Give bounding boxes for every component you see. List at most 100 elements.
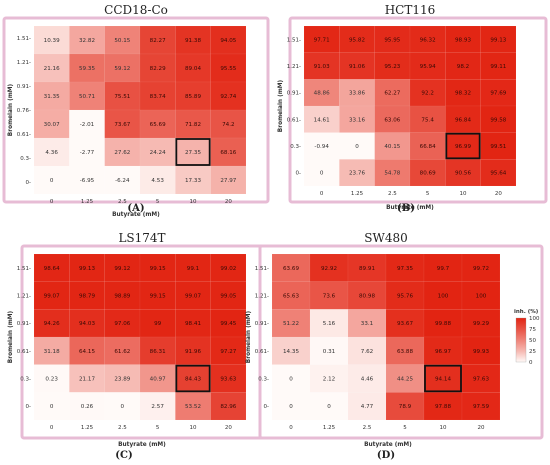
cell-value-label: 100 (476, 294, 487, 300)
cell-value-label: 14.61 (314, 117, 330, 123)
x-tick-label: 5 (426, 191, 430, 197)
heatmap-cell (423, 392, 463, 421)
cell-value-label: 98.41 (185, 321, 201, 327)
heatmap-cell (303, 159, 340, 187)
legend-tick-label: 25 (529, 349, 536, 355)
heatmap-cell (139, 53, 176, 83)
heatmap-cell (33, 137, 70, 167)
y-axis-label: Bromelain (mM) (8, 83, 14, 136)
y-tick-label: 1.51- (287, 37, 301, 43)
heatmap-cell (104, 165, 141, 195)
heatmap-cell (480, 105, 517, 133)
heatmap-cell (461, 309, 501, 338)
heatmap-cell (374, 52, 411, 80)
heatmap-cell (210, 309, 247, 338)
cell-value-label: 99.51 (490, 144, 506, 150)
heatmap-cell (210, 336, 247, 365)
x-tick-label: 0 (320, 191, 324, 197)
cell-value-label: 33.16 (349, 117, 365, 123)
heatmap-cell (175, 137, 211, 167)
cell-value-label: 50.15 (114, 38, 130, 44)
highlight-box (424, 364, 462, 393)
heatmap-cell (461, 253, 501, 282)
panel-caption: (A) (127, 203, 144, 214)
cell-value-label: 10.39 (44, 38, 60, 44)
heatmap-cell (461, 281, 501, 310)
panel-title: HCT116 (385, 3, 436, 17)
cell-value-label: 80.98 (359, 294, 375, 300)
heatmap-cell (480, 79, 517, 107)
cell-value-label: 82.96 (220, 404, 236, 410)
heatmap-cell (104, 309, 141, 338)
cell-value-label: 33.1 (361, 321, 374, 327)
heatmap-cell (104, 253, 141, 282)
x-tick-label: 5 (156, 199, 160, 205)
cell-value-label: 0 (50, 404, 54, 410)
cell-value-label: 95.94 (420, 64, 436, 70)
cell-value-label: 91.06 (349, 64, 365, 70)
cell-value-label: 99.07 (44, 294, 60, 300)
heatmap-cell (210, 281, 247, 310)
heatmap-cell (175, 336, 211, 365)
cell-value-label: 99.11 (490, 64, 506, 70)
y-tick-label: 1.21- (17, 294, 31, 300)
heatmap-cell (69, 392, 105, 421)
heatmap-cell (303, 52, 340, 80)
cell-value-label: 73.6 (323, 294, 336, 300)
cell-value-label: 99.05 (220, 294, 236, 300)
cell-value-label: 95.76 (397, 294, 413, 300)
heatmap-cell (139, 109, 176, 139)
heatmap-cell (461, 364, 501, 393)
heatmap-cell (69, 53, 105, 83)
y-tick-label: 0.91- (17, 321, 31, 327)
cell-value-label: 64.15 (79, 349, 95, 355)
heatmap-cell (374, 159, 411, 187)
heatmap-cell (303, 25, 340, 53)
x-tick-label: 10 (460, 191, 467, 197)
cell-value-label: 89.91 (359, 266, 375, 272)
heatmap-cell (33, 392, 70, 421)
cell-value-label: 99.02 (220, 266, 236, 272)
y-tick-label: 0.3- (20, 156, 31, 162)
heatmap-cell (139, 25, 176, 55)
x-tick-label: 2.5 (388, 191, 397, 197)
cell-value-label: 23.89 (114, 377, 130, 383)
heatmap-cell (409, 25, 446, 53)
y-axis-label: Bromelain (mM) (8, 310, 14, 363)
cell-value-label: 97.63 (473, 377, 489, 383)
heatmap-cell (347, 281, 387, 310)
heatmap-cell (271, 392, 311, 421)
heatmap-cell (175, 109, 211, 139)
cell-value-label: 63.69 (283, 266, 299, 272)
heatmap-cell (409, 132, 446, 160)
cell-value-label: 74.2 (222, 122, 234, 128)
cell-value-label: 23.76 (349, 171, 365, 177)
cell-value-label: 99.7 (437, 266, 450, 272)
x-tick-label: 1.25 (81, 199, 94, 205)
cell-value-label: 93.63 (220, 377, 236, 383)
cell-value-label: 2.12 (323, 377, 335, 383)
heatmap-cell (175, 392, 211, 421)
cell-value-label: 80.69 (420, 171, 436, 177)
cell-value-label: 95.82 (349, 37, 365, 43)
heatmap-cell (104, 81, 141, 111)
heatmap-cell (139, 253, 176, 282)
heatmap-cell (69, 137, 105, 167)
cell-value-label: 0 (50, 178, 54, 184)
cell-value-label: 50.71 (79, 94, 95, 100)
heatmap-cell (385, 281, 425, 310)
cell-value-label: 92.2 (421, 91, 433, 97)
cell-value-label: 97.88 (435, 404, 451, 410)
cell-value-label: 95.95 (384, 37, 400, 43)
cell-value-label: 30.07 (44, 122, 60, 128)
x-tick-label: 0 (50, 199, 54, 205)
heatmap-cell (139, 392, 176, 421)
y-tick-label: 0- (26, 180, 31, 186)
cell-value-label: 99.12 (114, 266, 130, 272)
heatmap-cell (33, 253, 70, 282)
heatmap-cell (69, 336, 105, 365)
cell-value-label: 99.88 (435, 321, 451, 327)
cell-value-label: 68.16 (220, 150, 236, 156)
cell-value-label: 99.58 (490, 117, 506, 123)
heatmap-cell (210, 53, 247, 83)
